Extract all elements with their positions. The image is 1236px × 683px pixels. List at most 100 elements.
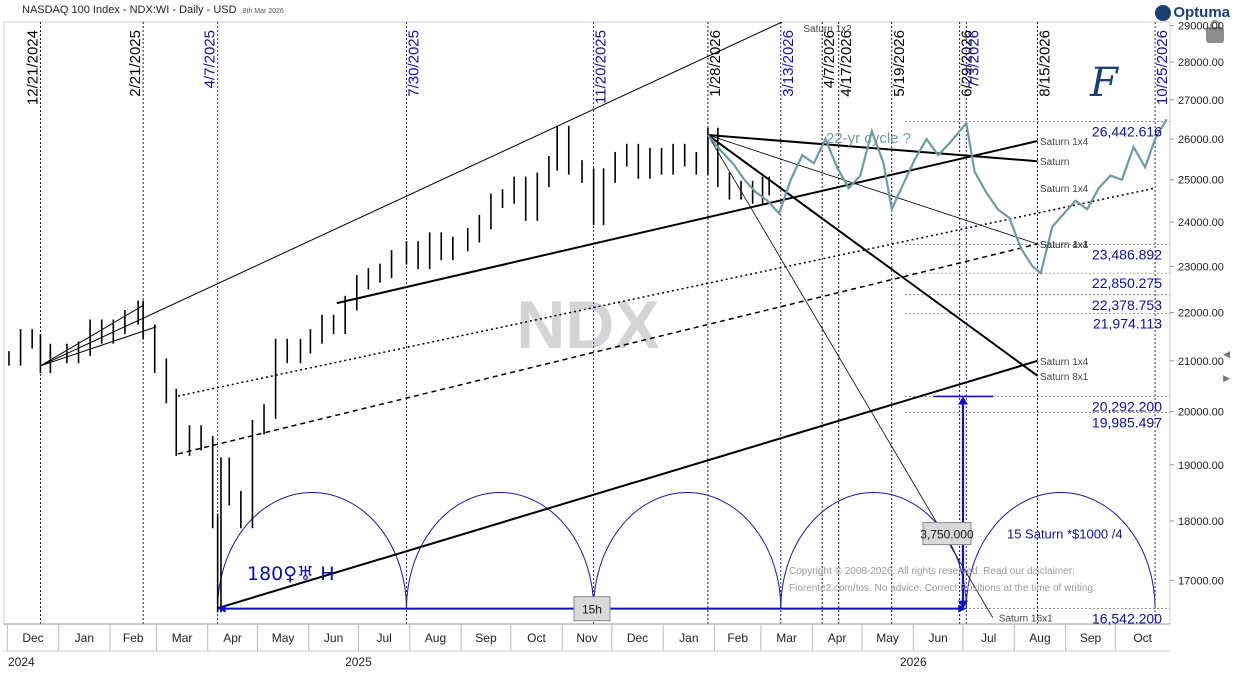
- trend-line: [40, 22, 784, 367]
- x-year-label: 2024: [8, 655, 35, 669]
- signature-glyph: F: [1089, 60, 1119, 106]
- x-tick-label: Jan: [679, 631, 698, 645]
- trend-line-label: Saturn 1x4: [1040, 357, 1089, 368]
- arrow-head-down-icon: [957, 600, 968, 609]
- date-line-label: 4/7/2026: [821, 30, 838, 88]
- date-stamp: 8th Mar 2026: [242, 8, 284, 15]
- x-tick-label: Mar: [172, 631, 193, 645]
- aspect-note: 180♀♅ H: [247, 563, 335, 585]
- date-line-label: 5/19/2026: [891, 30, 908, 97]
- time-arc: [593, 492, 782, 609]
- trend-line-label: Saturn 1x2: [803, 24, 852, 35]
- y-tick-label: 23000.00: [1178, 261, 1224, 273]
- x-year-label: 2026: [900, 655, 927, 669]
- x-tick-label: Jul: [376, 631, 391, 645]
- y-tick-label: 19000.00: [1178, 460, 1224, 472]
- y-tick-label: 24000.00: [1178, 217, 1224, 229]
- measure-box: [922, 522, 972, 546]
- date-line-label: 4/7/2025: [202, 30, 219, 88]
- x-tick-label: Jun: [928, 631, 947, 645]
- level-label: 22,378.753: [1092, 297, 1162, 313]
- date-line-label: 3/13/2026: [780, 30, 797, 97]
- y-tick-label: 21000.00: [1178, 356, 1224, 368]
- x-year-label: 2025: [345, 655, 372, 669]
- x-tick-label: Apr: [223, 631, 242, 645]
- trend-line: [217, 359, 1038, 610]
- date-line-label: 1/28/2026: [707, 30, 724, 97]
- cycle-projection-line: [707, 118, 1168, 276]
- trend-line: [40, 326, 157, 367]
- date-line-label: 11/20/2025: [593, 30, 610, 104]
- x-tick-label: May: [876, 631, 899, 645]
- time-arc: [217, 492, 407, 609]
- trend-line-label: Saturn 1x4: [1040, 184, 1089, 195]
- date-line-label: 12/21/2024: [24, 30, 41, 105]
- level-label: 23,486.892: [1092, 247, 1162, 263]
- arrow-head-up-icon: [957, 396, 968, 405]
- trend-line: [707, 134, 1038, 245]
- x-tick-label: Dec: [22, 631, 43, 645]
- x-tick-label: Feb: [727, 631, 748, 645]
- x-tick-label: Jul: [981, 631, 996, 645]
- level-label: 26,442.616: [1092, 123, 1162, 139]
- arrow-head-right-icon: [958, 604, 967, 613]
- x-tick-label: Aug: [1029, 631, 1050, 645]
- y-tick-label: 27000.00: [1178, 95, 1224, 107]
- x-tick-label: Jan: [75, 631, 94, 645]
- trend-line-label: Saturn 4x1: [1040, 240, 1089, 251]
- base-box-label: 15h: [582, 603, 602, 617]
- x-tick-label: Oct: [527, 631, 546, 645]
- copyright-line-2: Fiorente2.com/tos. No advice. Correct Po…: [789, 583, 1096, 594]
- trend-line-label: Saturn 1x4: [1040, 240, 1089, 251]
- y-tick-label: 26000.00: [1178, 134, 1224, 146]
- logo-text: Optuma: [1173, 4, 1230, 21]
- y-tick-label: 18000.00: [1178, 516, 1224, 528]
- date-line-label: 7/30/2025: [405, 30, 422, 97]
- trend-line-label: Saturn 16x1: [999, 614, 1053, 625]
- x-tick-label: Apr: [828, 631, 847, 645]
- x-tick-label: Feb: [123, 631, 144, 645]
- x-tick-label: Jun: [324, 631, 343, 645]
- level-label: 19,985.497: [1092, 414, 1162, 430]
- y-tick-label: 29000.00: [1178, 21, 1224, 33]
- date-line-label: 6/29/2026: [959, 30, 976, 97]
- trend-line: [336, 140, 1038, 305]
- scroll-left-icon[interactable]: ◀: [1223, 350, 1230, 360]
- y-tick-label: 22000.00: [1178, 308, 1224, 320]
- level-label: 22,850.275: [1092, 275, 1162, 291]
- date-line-label: 2/21/2025: [127, 30, 144, 97]
- base-box: [573, 596, 611, 622]
- cycle-note: 22-yr cycle ?: [826, 130, 911, 147]
- y-tick-label: 28000.00: [1178, 57, 1224, 69]
- trend-line-label: Saturn 1x4: [1040, 137, 1089, 148]
- trend-line-label: Saturn: [1040, 157, 1069, 168]
- time-arc: [405, 492, 595, 609]
- x-tick-label: Nov: [576, 631, 597, 645]
- trend-line: [707, 134, 1039, 377]
- watermark-text: NDX: [516, 287, 660, 363]
- trend-line: [707, 134, 994, 618]
- date-line-label: 7/3/2026: [965, 30, 982, 88]
- chart-title-text: NASDAQ 100 Index - NDX:WI - Daily - USD: [22, 4, 237, 16]
- y-tick-label: 25000.00: [1178, 175, 1224, 187]
- x-tick-label: Sep: [475, 631, 497, 645]
- x-tick-label: Mar: [776, 631, 797, 645]
- x-tick-label: May: [272, 631, 295, 645]
- scroll-right-icon[interactable]: ▶: [1223, 374, 1230, 384]
- arrow-head-left-icon: [217, 604, 226, 613]
- level-label: 16,542.200: [1092, 611, 1162, 627]
- trend-line: [707, 134, 1038, 163]
- measure-note: 15 Saturn *$1000 /4: [1007, 527, 1123, 542]
- lock-icon[interactable]: [1206, 20, 1224, 43]
- trend-line: [40, 305, 144, 367]
- x-tick-label: Sep: [1080, 631, 1102, 645]
- measure-box-label: 3,750.000: [920, 528, 974, 542]
- chart-title: NASDAQ 100 Index - NDX:WI - Daily - USD 8…: [22, 4, 284, 16]
- trend-line: [177, 187, 1156, 397]
- logo-mark-icon: [1155, 5, 1172, 22]
- date-line-label: 4/17/2026: [838, 30, 855, 97]
- date-line-label: 10/25/2026: [1154, 30, 1171, 105]
- trend-line: [177, 243, 1038, 455]
- y-tick-label: 17000.00: [1178, 575, 1224, 587]
